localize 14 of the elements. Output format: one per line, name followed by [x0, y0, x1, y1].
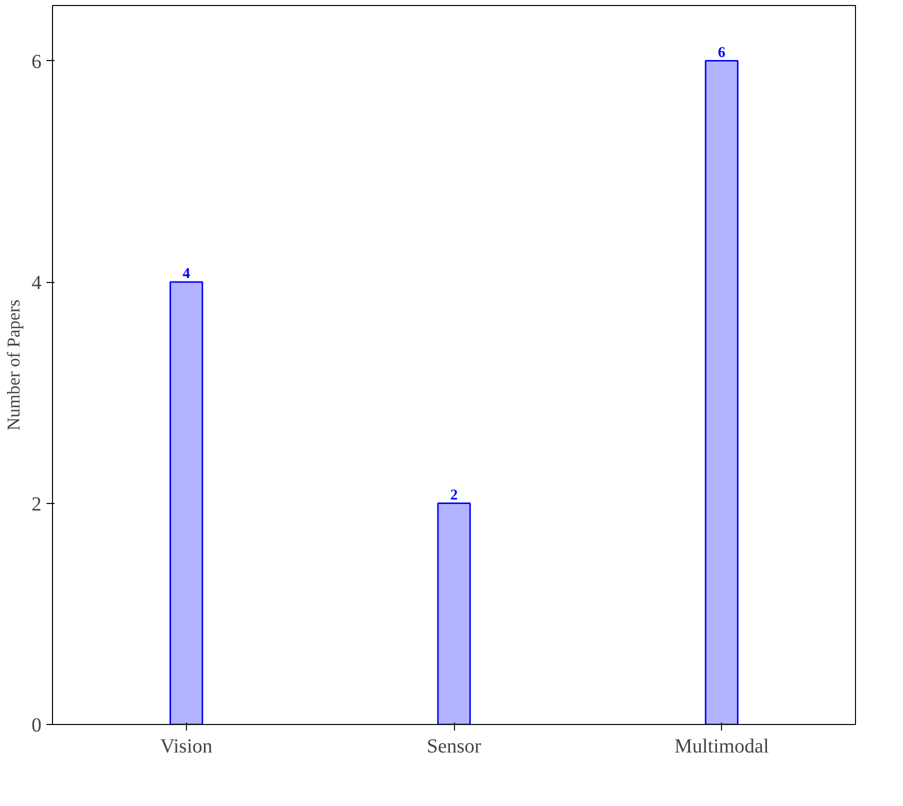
- y-tick-label: 4: [32, 272, 42, 294]
- y-axis-title: Number of Papers: [4, 300, 24, 430]
- data-label: 4: [182, 266, 191, 282]
- y-tick-label: 2: [32, 493, 42, 516]
- x-tick-label: Vision: [160, 736, 212, 758]
- y-tick-label: 6: [32, 50, 42, 73]
- bar: [437, 502, 471, 724]
- data-label: 2: [450, 487, 458, 504]
- x-tick-label: Multimodal: [674, 736, 770, 758]
- bar: [704, 60, 738, 724]
- bar: [170, 281, 204, 724]
- x-tick-label: Sensor: [426, 736, 482, 758]
- y-tick-label: 0: [32, 714, 42, 736]
- data-label: 6: [718, 44, 726, 61]
